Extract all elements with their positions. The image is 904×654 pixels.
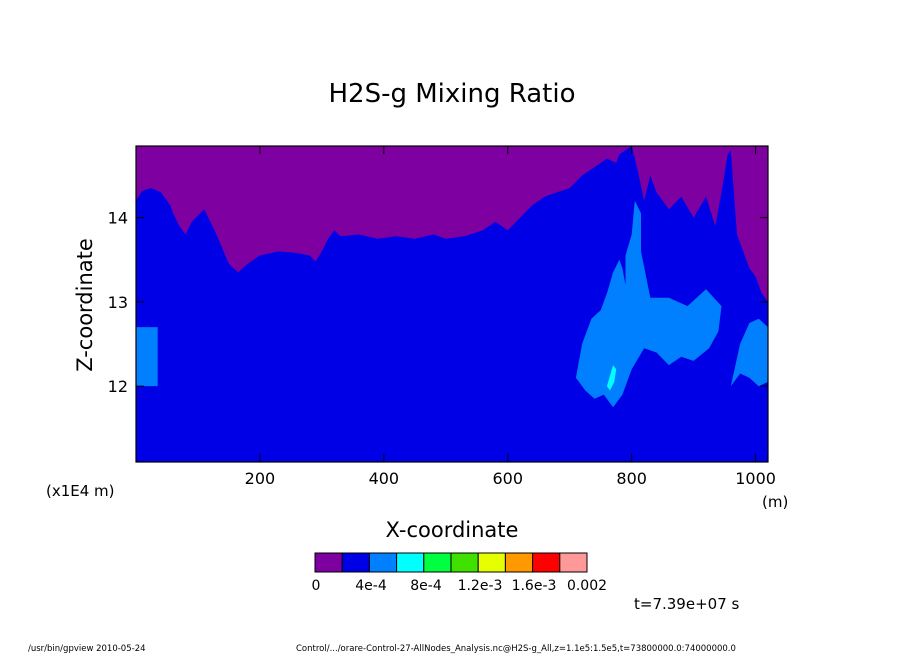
plot-frame — [135, 145, 769, 463]
y-axis-label: Z-coordinate — [73, 238, 97, 372]
x-tick-label: 400 — [369, 469, 400, 488]
chart-title: H2S-g Mixing Ratio — [328, 79, 575, 109]
x-tick-label: 200 — [245, 469, 276, 488]
region-patch-right-cluster — [575, 200, 722, 408]
colorbar: 0 4e-4 8e-4 1.2e-3 1.6e-3 0.002 — [312, 552, 607, 594]
x-tick-label: 800 — [616, 469, 647, 488]
y-axis-ticks: 12 13 14 — [108, 209, 768, 396]
footer-right: Control/.../orare-Control-27-AllNodes_An… — [296, 644, 736, 654]
colorbar-swatch — [559, 552, 588, 573]
colorbar-swatch — [450, 552, 479, 573]
y-tick-label: 14 — [108, 209, 128, 228]
colorbar-swatch — [368, 552, 398, 573]
y-axis-unit: (x1E4 m) — [46, 482, 115, 500]
colorbar-label: 4e-4 — [355, 578, 387, 594]
colorbar-swatch — [396, 552, 425, 573]
y-tick-label: 13 — [108, 293, 128, 312]
colorbar-swatch — [477, 552, 506, 573]
colorbar-label: 0.002 — [567, 578, 607, 594]
colorbar-swatch — [504, 552, 534, 573]
footer-left: /usr/bin/gpview 2010-05-24 — [28, 644, 146, 654]
region-patch-far-right — [730, 318, 768, 387]
x-axis-label: X-coordinate — [386, 518, 519, 542]
x-axis-unit: (m) — [762, 493, 788, 511]
y-tick-label: 12 — [108, 377, 128, 396]
x-tick-label: 1000 — [735, 469, 776, 488]
x-axis-ticks: 200 400 600 800 1000 — [245, 146, 776, 488]
colorbar-swatch — [532, 552, 561, 573]
plot-area — [136, 146, 768, 462]
colorbar-swatch — [341, 552, 370, 573]
colorbar-swatch — [423, 552, 452, 573]
region-patch-left — [136, 327, 158, 387]
colorbar-label: 0 — [312, 578, 321, 594]
colorbar-label: 1.6e-3 — [512, 578, 557, 594]
time-label: t=7.39e+07 s — [634, 595, 740, 613]
colorbar-label: 1.2e-3 — [458, 578, 503, 594]
colorbar-swatch — [314, 552, 343, 573]
colorbar-label: 8e-4 — [410, 578, 442, 594]
region-patch-cyan — [606, 365, 617, 391]
x-tick-label: 600 — [492, 469, 523, 488]
region-upper — [136, 146, 768, 302]
